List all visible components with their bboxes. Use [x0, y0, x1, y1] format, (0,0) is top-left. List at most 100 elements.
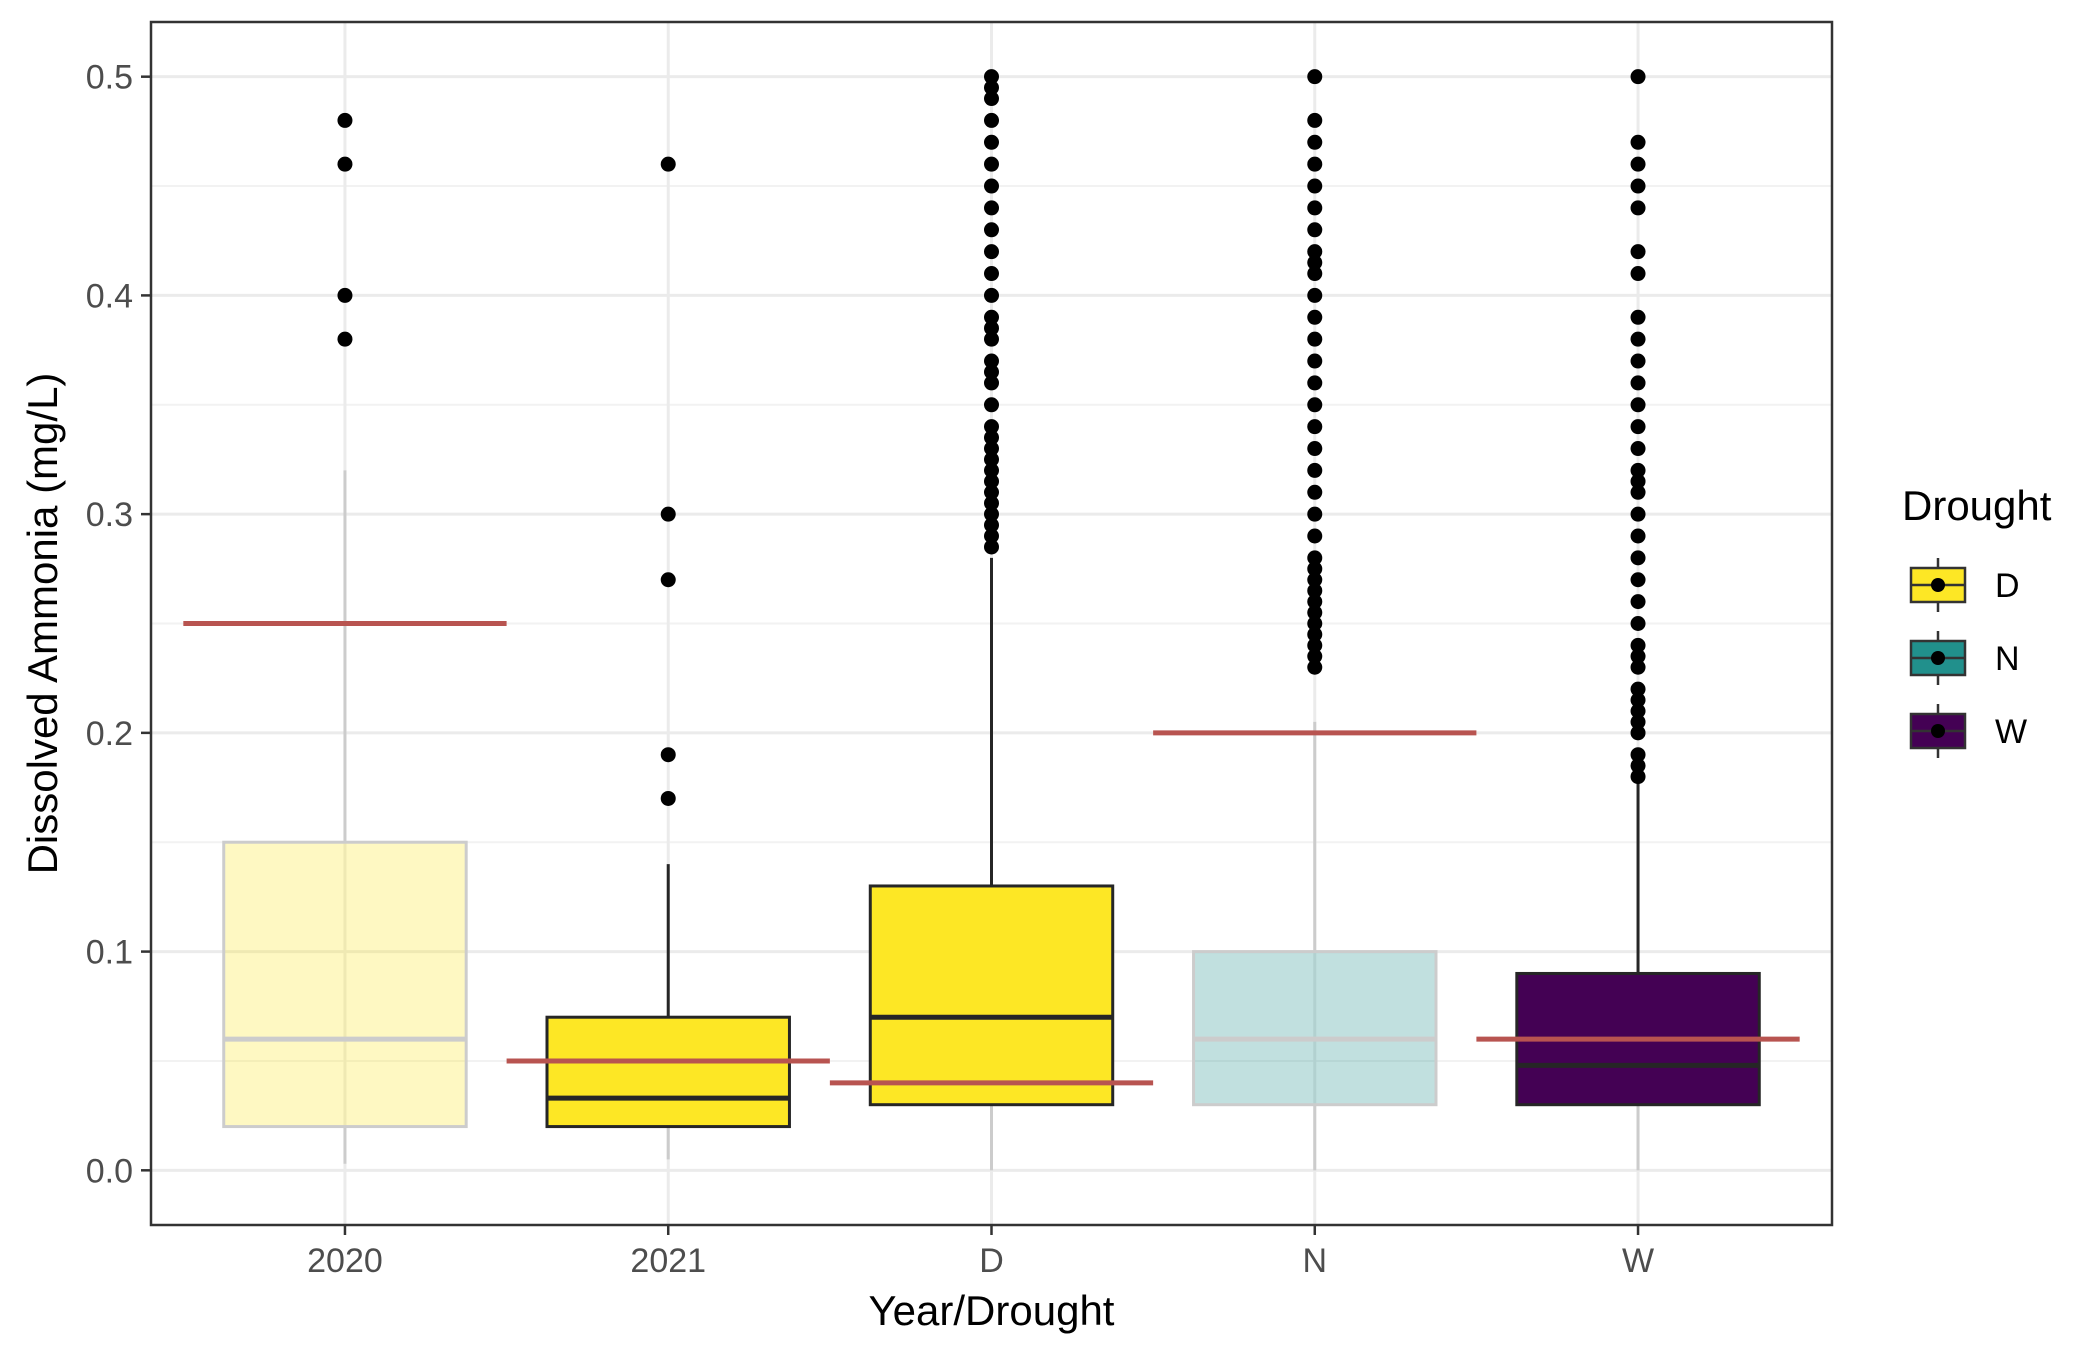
outlier-point: [984, 222, 999, 238]
outlier-point: [337, 331, 353, 347]
box-D: [868, 69, 1115, 1171]
outlier-point: [1307, 528, 1323, 544]
y-axis-title: Dissolved Ammonia (mg/L): [19, 373, 66, 875]
outlier-point: [1630, 473, 1646, 489]
outlier-point: [660, 572, 676, 588]
outlier-point: [984, 309, 999, 325]
x-axis-title: Year/Drought: [869, 1287, 1115, 1334]
outlier-point: [984, 364, 999, 380]
outlier-point: [984, 517, 999, 533]
outlier-point: [984, 451, 999, 467]
outlier-point: [1630, 550, 1646, 566]
legend-item-D: D: [1909, 558, 2020, 612]
legend-title: Drought: [1902, 482, 2052, 529]
x-tick-label: N: [1302, 1242, 1327, 1280]
outlier-point: [1307, 309, 1323, 325]
outlier-point: [1630, 331, 1646, 347]
outlier-point: [1630, 134, 1646, 150]
box-2021: [545, 156, 791, 1160]
outlier-point: [984, 441, 999, 457]
outlier-point: [984, 178, 999, 194]
outlier-point: [984, 473, 999, 489]
outlier-point: [984, 134, 999, 150]
outlier-point: [984, 112, 999, 128]
outlier-point: [984, 528, 999, 544]
outlier-point: [1630, 769, 1646, 785]
outlier-point: [984, 80, 999, 96]
outlier-point: [984, 419, 999, 435]
outlier-point: [984, 320, 999, 336]
box-2020: [222, 112, 468, 1164]
outlier-point: [1307, 266, 1323, 282]
outlier-point: [1307, 462, 1323, 478]
outlier-point: [984, 200, 999, 216]
outlier-point: [1307, 331, 1323, 347]
legend-key-point: [1931, 651, 1945, 665]
outlier-point: [660, 790, 676, 806]
outlier-point: [1307, 594, 1323, 610]
y-tick-label: 0.0: [86, 1152, 133, 1190]
outlier-point: [1307, 550, 1323, 566]
outlier-point: [1630, 506, 1646, 522]
outlier-point: [984, 484, 999, 500]
x-tick-label: 2020: [307, 1242, 383, 1280]
outlier-point: [1307, 255, 1323, 271]
x-tick-label: D: [979, 1242, 1004, 1280]
outlier-point: [1307, 484, 1323, 500]
outlier-point: [1630, 266, 1646, 282]
outlier-point: [1630, 681, 1646, 697]
x-tick-label: W: [1622, 1242, 1654, 1280]
outlier-point: [1307, 616, 1323, 631]
legend-key-point: [1931, 724, 1945, 738]
outlier-point: [984, 91, 999, 107]
outlier-point: [1630, 616, 1646, 631]
outlier-point: [1630, 747, 1646, 763]
outlier-point: [1307, 287, 1323, 303]
outlier-point: [1630, 572, 1646, 588]
outlier-point: [1307, 69, 1323, 85]
outlier-point: [1307, 200, 1323, 216]
outlier-point: [1630, 714, 1646, 730]
outlier-point: [1307, 419, 1323, 435]
outlier-point: [1630, 244, 1646, 260]
legend-label: N: [1995, 640, 2020, 678]
outlier-point: [1630, 528, 1646, 544]
outlier-point: [1630, 156, 1646, 172]
outlier-point: [1307, 572, 1323, 588]
outlier-point: [984, 397, 999, 413]
outlier-point: [1630, 637, 1646, 653]
outlier-point: [984, 375, 999, 391]
outlier-point: [1630, 441, 1646, 457]
outlier-point: [1307, 506, 1323, 522]
legend-item-N: N: [1909, 631, 2020, 685]
outlier-point: [1630, 178, 1646, 194]
outlier-point: [1630, 659, 1646, 675]
outlier-point: [984, 506, 999, 522]
outlier-point: [1307, 222, 1323, 238]
outlier-point: [660, 506, 676, 522]
outlier-point: [984, 331, 999, 347]
outlier-point: [984, 244, 999, 260]
outlier-point: [660, 747, 676, 763]
outlier-point: [1630, 462, 1646, 478]
outlier-point: [1307, 637, 1323, 653]
outlier-point: [1307, 112, 1323, 128]
y-tick-label: 0.3: [86, 496, 133, 534]
outlier-point: [984, 495, 999, 511]
outlier-point: [1307, 134, 1323, 150]
x-axis-ticks: 2020 2021 D N W: [307, 1225, 1654, 1280]
outlier-point: [1630, 375, 1646, 391]
outlier-point: [1307, 375, 1323, 391]
outlier-point: [1307, 397, 1323, 413]
outlier-point: [1307, 648, 1323, 664]
outlier-point: [1307, 605, 1323, 621]
outlier-point: [1630, 648, 1646, 664]
outlier-point: [1630, 353, 1646, 369]
outlier-point: [1630, 758, 1646, 774]
y-axis-ticks: 0.0 0.1 0.2 0.3 0.4 0.5: [86, 59, 151, 1190]
outlier-point: [1307, 178, 1323, 194]
legend: Drought DNW: [1902, 482, 2052, 758]
legend-key-point: [1931, 578, 1945, 592]
legend-item-W: W: [1909, 704, 2027, 758]
